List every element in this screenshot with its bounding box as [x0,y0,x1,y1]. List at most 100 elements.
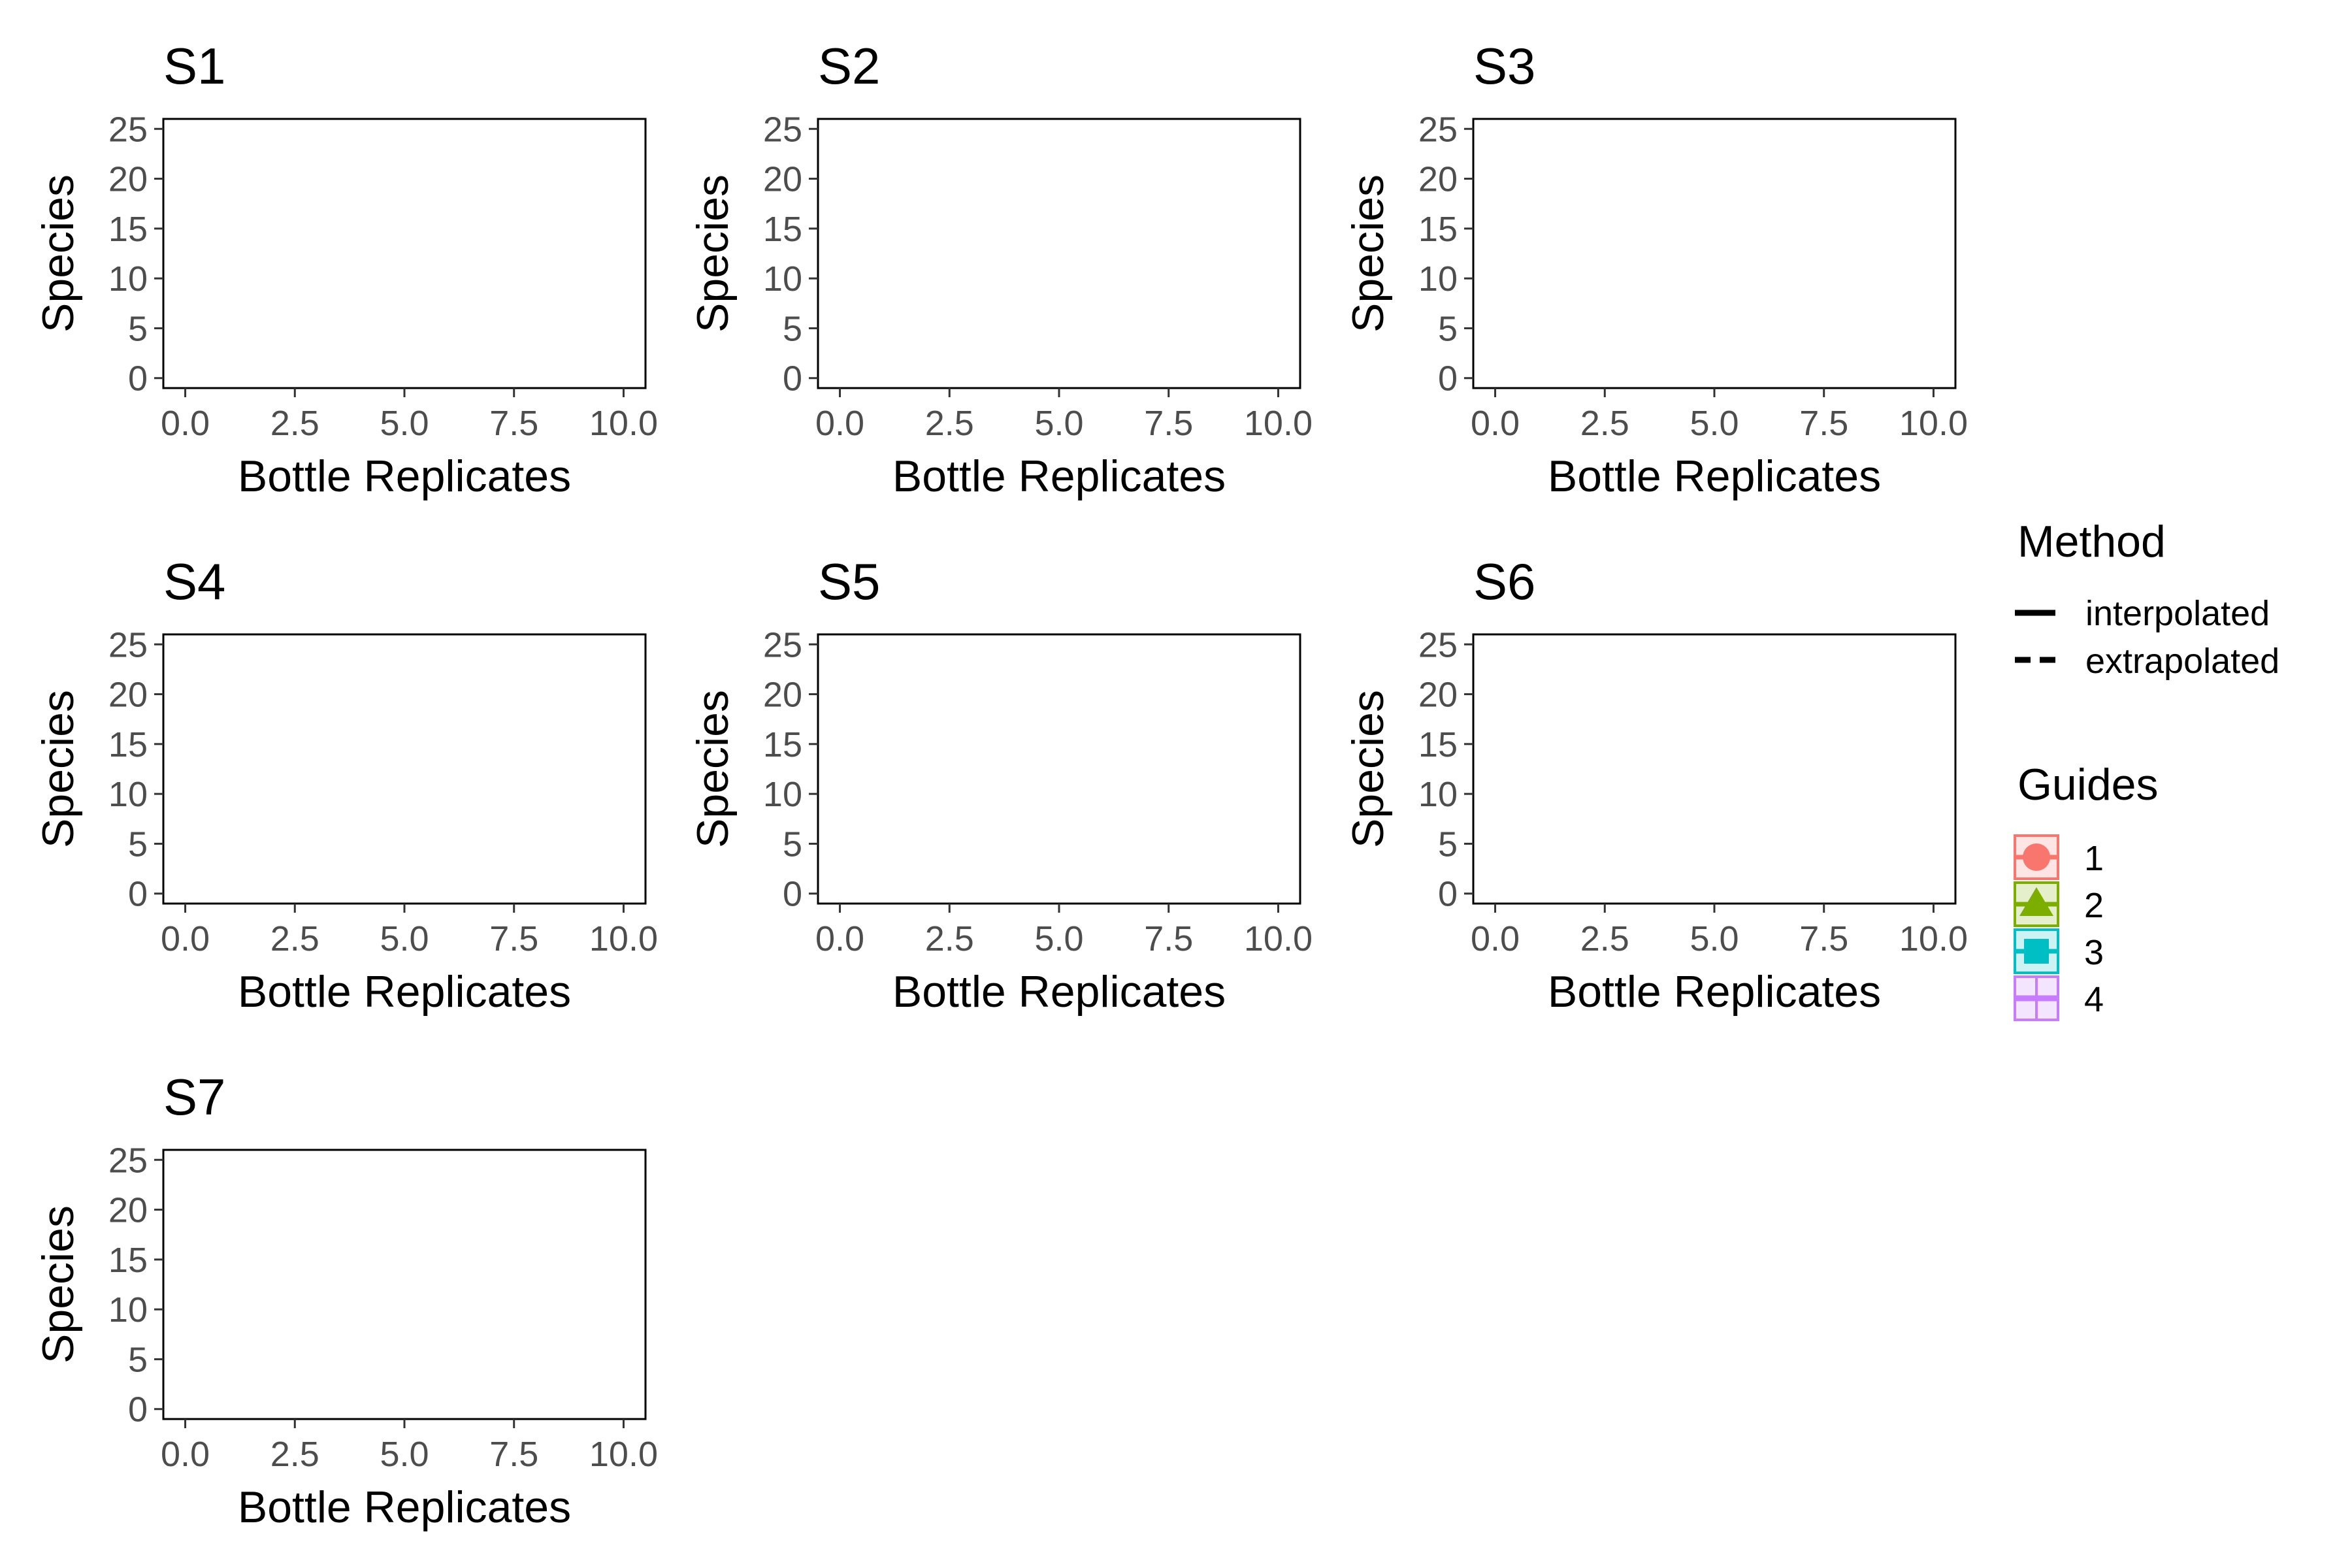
y-tick-label: 20 [1418,676,1458,715]
y-tick-label: 15 [1418,210,1458,249]
y-tick-label: 10 [1418,775,1458,814]
x-tick-label: 0.0 [161,919,210,958]
x-tick-label: 7.5 [489,404,538,443]
panel-border [1472,118,1957,389]
y-tick-label: 5 [783,825,802,864]
y-tick-label: 10 [108,775,148,814]
x-axis-title: Bottle Replicates [892,451,1226,501]
panel-title: S7 [163,1068,225,1126]
panel-title: S4 [163,553,225,610]
y-tick-label: 25 [1418,110,1458,149]
x-tick-label: 2.5 [925,404,974,443]
y-tick-label: 15 [108,1241,148,1280]
legend-method-entry-interpolated: interpolated [2015,594,2270,633]
x-axis-title: Bottle Replicates [1548,451,1881,501]
y-tick-label: 5 [783,309,802,348]
y-axis-title: Species [688,174,738,333]
y-tick-label: 25 [108,1141,148,1180]
legend-guide-entry-3: 3 [2014,928,2104,974]
y-tick-label: 25 [108,625,148,664]
x-tick-label: 5.0 [1690,404,1739,443]
y-axis-title: Species [688,690,738,848]
x-axis-title: Bottle Replicates [892,967,1226,1017]
x-tick-label: 10.0 [1244,404,1313,443]
x-tick-label: 10.0 [1244,919,1313,958]
x-tick-label: 5.0 [1690,919,1739,958]
legend-guide-label: 1 [2084,839,2104,878]
panel-border [162,633,647,905]
x-tick-label: 5.0 [380,919,429,958]
legend-guide-label: 4 [2084,980,2104,1019]
y-tick-label: 5 [128,825,148,864]
y-tick-label: 20 [763,160,802,199]
x-tick-label: 7.5 [489,1435,538,1474]
x-tick-label: 2.5 [270,1435,319,1474]
y-axis-title: Species [33,174,83,333]
y-tick-label: 0 [783,359,802,399]
x-axis-title: Bottle Replicates [1548,967,1881,1017]
legend-guide-label: 2 [2084,886,2104,925]
x-tick-label: 0.0 [1471,404,1520,443]
x-tick-label: 7.5 [489,919,538,958]
y-tick-label: 0 [128,359,148,399]
x-tick-label: 10.0 [1899,919,1968,958]
y-tick-label: 5 [1438,309,1458,348]
x-tick-label: 10.0 [589,919,658,958]
x-tick-label: 2.5 [270,404,319,443]
x-tick-label: 7.5 [1799,404,1848,443]
y-tick-label: 5 [128,1340,148,1379]
panel-title: S1 [163,37,225,95]
x-tick-label: 7.5 [1799,919,1848,958]
panel-border [817,118,1301,389]
legend-method-label: extrapolated [2085,642,2279,681]
y-tick-label: 15 [1418,725,1458,764]
x-tick-label: 5.0 [380,404,429,443]
panel-title: S5 [818,553,880,610]
y-tick-label: 25 [763,625,802,664]
x-tick-label: 0.0 [815,919,864,958]
circle-marker-icon [2023,843,2050,871]
legend-method-label: interpolated [2085,594,2270,633]
y-tick-label: 5 [1438,825,1458,864]
x-tick-label: 5.0 [380,1435,429,1474]
legend-guide-label: 3 [2084,933,2104,972]
x-tick-label: 2.5 [270,919,319,958]
y-tick-label: 0 [1438,875,1458,914]
y-axis-title: Species [33,690,83,848]
legend-guide-entry-1: 1 [2014,834,2104,880]
facet-panel-s3: S3 0.0 2.5 5.0 7.5 10.0 0 5 10 15 20 25 Bottle Repli… [1343,37,1968,501]
x-tick-label: 10.0 [589,404,658,443]
triangle-marker-icon [2019,887,2053,916]
square-marker-icon [2024,939,2049,964]
y-tick-label: 10 [763,259,802,299]
x-tick-label: 2.5 [1580,919,1629,958]
y-tick-label: 20 [108,676,148,715]
y-tick-label: 5 [128,309,148,348]
y-tick-label: 10 [108,259,148,299]
panel-border [162,118,647,389]
facet-panel-s7: S7 0.0 2.5 5.0 7.5 10.0 0 5 10 15 20 25 Bottle Repli… [33,1068,658,1532]
y-tick-label: 15 [108,210,148,249]
legend-guide-entry-2: 2 [2014,881,2104,927]
y-axis-title: Species [1343,174,1393,333]
x-tick-label: 10.0 [1899,404,1968,443]
x-axis-title: Bottle Replicates [238,967,571,1017]
x-tick-label: 10.0 [589,1435,658,1474]
x-tick-label: 0.0 [815,404,864,443]
facet-panel-s5: S5 0.0 2.5 5.0 7.5 10.0 0 5 10 15 20 25 Bottle Repli… [688,553,1313,1017]
panel-title: S3 [1473,37,1535,95]
x-axis-title: Bottle Replicates [238,451,571,501]
y-tick-label: 20 [108,160,148,199]
panel-border [1472,633,1957,905]
x-axis-title: Bottle Replicates [238,1482,571,1532]
y-tick-label: 25 [763,110,802,149]
y-axis-title: Species [33,1205,83,1364]
y-tick-label: 15 [763,725,802,764]
x-tick-label: 0.0 [161,1435,210,1474]
y-tick-label: 15 [108,725,148,764]
y-tick-label: 0 [128,1390,148,1429]
x-tick-label: 5.0 [1034,404,1083,443]
facet-panels: S1 0.0 2.5 5.0 7.5 10.0 0 5 10 15 20 25 Bottle Repli… [33,37,1968,1532]
x-tick-label: 5.0 [1034,919,1083,958]
